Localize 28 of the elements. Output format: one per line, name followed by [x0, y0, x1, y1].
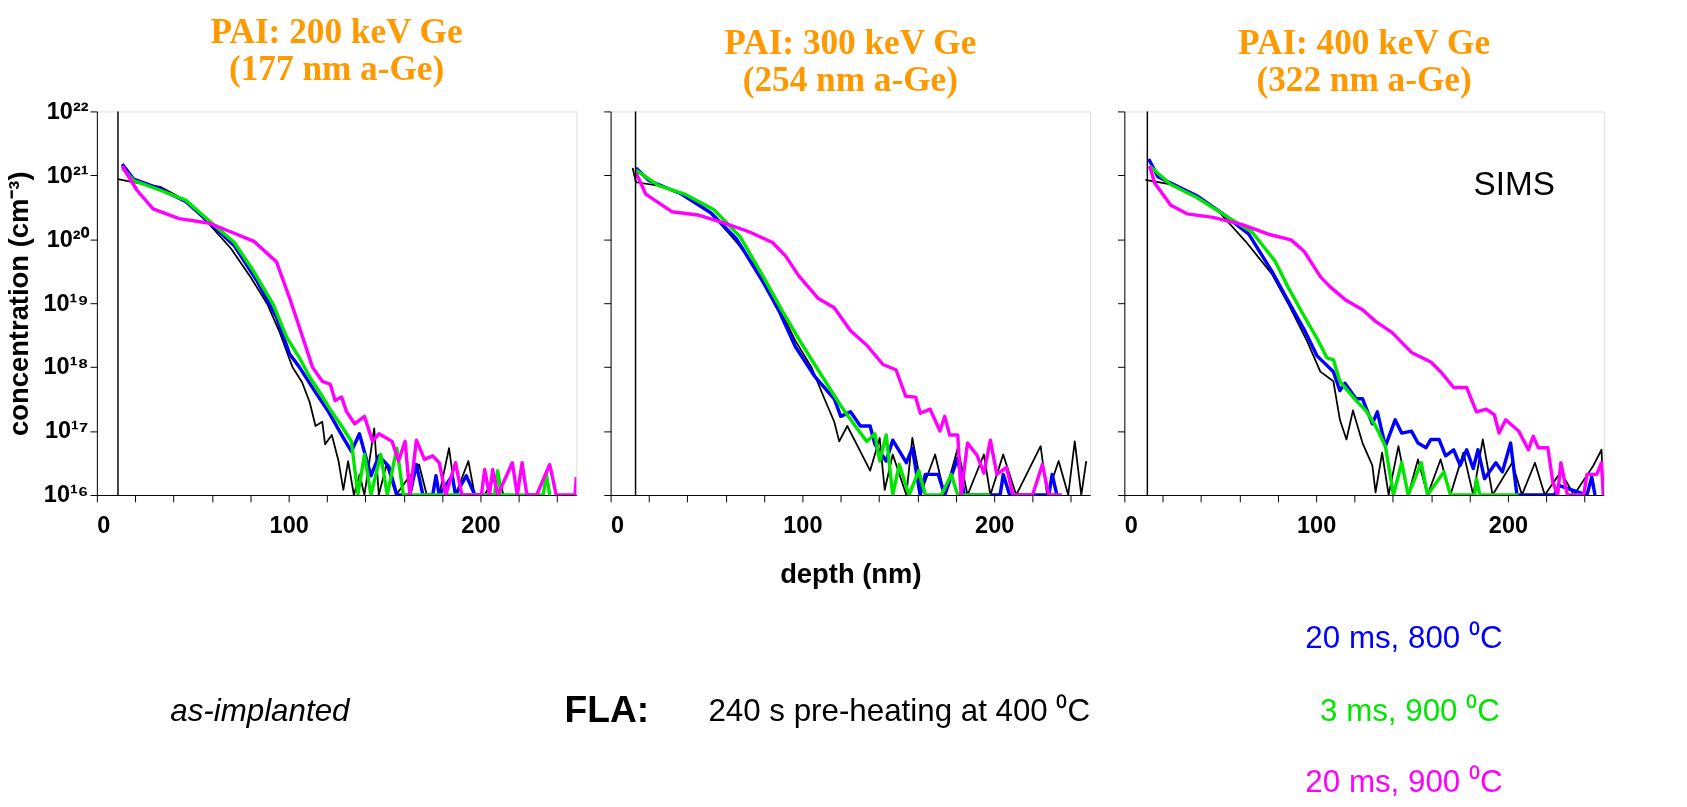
- chart-title: PAI: 400 keV Ge (322 nm a-Ge): [1238, 22, 1491, 100]
- x-tick-label: 100: [1297, 511, 1337, 538]
- chart-title: PAI: 300 keV Ge (254 nm a-Ge): [724, 22, 977, 100]
- y-tick-label: 10²⁰: [46, 225, 90, 252]
- y-axis-title: concentration (cm⁻³): [2, 171, 34, 436]
- x-tick-label: 0: [1124, 511, 1138, 538]
- y-tick-label: 10¹⁹: [43, 289, 89, 316]
- text: 240 s pre-heating at 400 ⁰C: [708, 693, 1091, 729]
- y-tick-label: 10¹⁶: [43, 481, 89, 508]
- text: 3 ms, 900 ⁰C: [1320, 693, 1500, 729]
- x-tick-label: 0: [611, 511, 625, 538]
- y-tick-label: 10²¹: [46, 161, 89, 188]
- chart-title: PAI: 200 keV Ge (177 nm a-Ge): [210, 11, 463, 89]
- annotation: SIMS: [1473, 164, 1555, 202]
- x-tick-label: 0: [97, 511, 111, 538]
- x-axis-title: depth (nm): [780, 557, 922, 589]
- text: 20 ms, 800 ⁰C: [1305, 619, 1503, 655]
- text: FLA:: [564, 688, 650, 731]
- x-tick-label: 200: [461, 511, 501, 538]
- y-tick-label: 10²²: [46, 97, 89, 124]
- x-tick-label: 200: [1488, 511, 1528, 538]
- x-tick-label: 100: [783, 511, 823, 538]
- y-tick-label: 10¹⁷: [44, 417, 89, 444]
- x-tick-label: 200: [975, 511, 1015, 538]
- text: as-implanted: [170, 693, 352, 729]
- text: 20 ms, 900 ⁰C: [1305, 764, 1503, 800]
- x-tick-label: 100: [269, 511, 309, 538]
- y-tick-label: 10¹⁸: [43, 353, 89, 380]
